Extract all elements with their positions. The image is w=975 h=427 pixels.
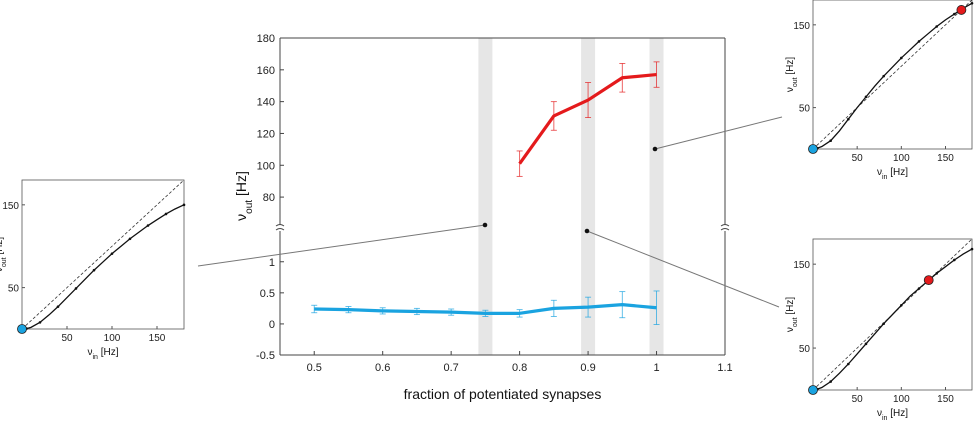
highlight-band-2 bbox=[649, 38, 664, 355]
top-right-inset-y-tick-label-0: 50 bbox=[799, 104, 811, 115]
left-inset-y-tick-label-1: 150 bbox=[2, 201, 19, 212]
highlight-band-1 bbox=[581, 38, 596, 355]
left-inset-curve-point-5 bbox=[56, 305, 60, 308]
bottom-right-inset-y-tick-label-1: 150 bbox=[793, 260, 810, 271]
top-right-inset-x-tick-label-0: 50 bbox=[852, 153, 864, 164]
top-right-inset-chart: 50 100 150 50 150 νin [Hz] νout [Hz] bbox=[785, 0, 974, 181]
left-inset-fixed-point-0 bbox=[17, 324, 27, 334]
bottom-right-inset-curve-point-7 bbox=[864, 342, 868, 346]
left-inset-curve-point-13 bbox=[128, 237, 132, 241]
axis-break-mark-0 bbox=[275, 224, 285, 231]
connector-dot-1 bbox=[652, 146, 658, 152]
x-tick-label-6: 1.1 bbox=[717, 362, 732, 374]
top-right-inset-fixed-point-0 bbox=[808, 144, 818, 154]
top-right-inset-y-tick-label-1: 150 bbox=[793, 21, 810, 32]
y-lower-tick-label-0: -0.5 bbox=[256, 350, 275, 362]
connector-lines bbox=[197, 116, 783, 308]
bottom-right-inset-x-axis-label: νin [Hz] bbox=[877, 408, 908, 422]
left-inset-x-tick-label-0: 50 bbox=[61, 333, 73, 344]
bottom-right-inset-y-tick-label-0: 50 bbox=[799, 344, 811, 355]
bottom-right-inset-identity-line bbox=[812, 238, 973, 391]
left-inset-identity-line bbox=[21, 179, 185, 330]
top-right-inset-x-tick-label-1: 100 bbox=[893, 153, 910, 164]
y-upper-tick-label-3: 140 bbox=[257, 97, 275, 109]
bottom-right-inset-x-tick-label-0: 50 bbox=[852, 394, 864, 405]
bottom-right-inset-curve-point-19 bbox=[970, 247, 974, 251]
left-inset-curve-point-17 bbox=[164, 212, 168, 216]
y-upper-tick-label-0: 80 bbox=[263, 192, 275, 204]
x-axis-label: fraction of potentiated synapses bbox=[404, 386, 602, 402]
bottom-right-inset-x-tick-label-1: 100 bbox=[893, 394, 910, 405]
bottom-right-inset-fixed-point-1 bbox=[923, 275, 934, 286]
x-tick-label-3: 0.8 bbox=[512, 362, 527, 374]
left-inset-x-axis-label: νin [Hz] bbox=[87, 347, 118, 361]
connector-line-1 bbox=[654, 116, 783, 150]
x-tick-label-1: 0.6 bbox=[375, 362, 390, 374]
bottom-right-inset-curve-point-17 bbox=[953, 258, 956, 262]
top-right-inset-curve-point-5 bbox=[847, 117, 850, 121]
series-0-line bbox=[518, 72, 657, 165]
top-right-inset-fixed-point-1 bbox=[956, 5, 967, 15]
bottom-right-inset-transfer-curve bbox=[812, 248, 973, 391]
x-tick-label-2: 0.7 bbox=[444, 362, 459, 374]
y-axis-label: νout [Hz] bbox=[233, 171, 255, 221]
bottom-right-inset-chart: 50 100 150 50 150 νin [Hz] νout [Hz] bbox=[785, 238, 974, 422]
bottom-right-inset-curve-point-11 bbox=[900, 303, 903, 307]
left-inset-x-tick-label-2: 150 bbox=[149, 333, 166, 344]
left-inset-curve-point-19 bbox=[182, 203, 186, 207]
top-right-inset-curve-point-11 bbox=[900, 56, 903, 60]
x-tick-label-5: 1 bbox=[653, 362, 659, 374]
bottom-right-inset-x-tick-label-2: 150 bbox=[937, 394, 954, 405]
y-upper-tick-label-1: 100 bbox=[257, 160, 275, 172]
main-chart: 0.5 0.6 0.7 0.8 0.9 1 1.1 80 100 120 140 160 180 -0.5… bbox=[233, 33, 733, 402]
top-right-inset-curve-point-13 bbox=[917, 40, 921, 43]
axis-break-mark-1 bbox=[720, 224, 730, 231]
bottom-right-inset-curve-point-15 bbox=[935, 272, 938, 275]
left-inset-chart: 50 100 150 50 150 νin [Hz] νout [Hz] bbox=[0, 179, 186, 361]
connector-dot-2 bbox=[584, 228, 590, 234]
top-right-inset-x-axis-label: νin [Hz] bbox=[877, 167, 908, 181]
connector-dot-0 bbox=[482, 222, 488, 228]
bottom-right-inset-curve-point-9 bbox=[882, 322, 885, 326]
top-right-inset-curve-point-15 bbox=[935, 25, 938, 28]
top-right-inset-curve-point-3 bbox=[829, 139, 832, 143]
bottom-right-inset-y-axis-label: νout [Hz] bbox=[785, 297, 799, 333]
connector-line-0 bbox=[197, 224, 486, 267]
left-inset-x-tick-label-1: 100 bbox=[104, 333, 121, 344]
left-inset-curve-point-3 bbox=[38, 321, 42, 324]
left-inset-transfer-curve bbox=[21, 204, 185, 330]
y-lower-tick-label-3: 1 bbox=[269, 257, 275, 269]
left-inset-curve-point-7 bbox=[74, 287, 78, 290]
left-inset-curve-point-11 bbox=[110, 252, 114, 255]
x-tick-label-4: 0.9 bbox=[580, 362, 595, 374]
top-right-inset-curve-point-7 bbox=[864, 95, 868, 99]
left-inset-y-axis-label: νout [Hz] bbox=[0, 237, 8, 273]
series-1-line bbox=[314, 303, 657, 315]
bottom-right-inset-fixed-point-0 bbox=[808, 385, 818, 395]
bottom-right-inset-curve-point-3 bbox=[829, 380, 832, 383]
y-lower-tick-label-2: 0.5 bbox=[260, 288, 275, 300]
left-inset-y-tick-label-0: 50 bbox=[8, 284, 20, 295]
y-upper-tick-label-2: 120 bbox=[257, 128, 275, 140]
top-right-inset-curve-point-17 bbox=[953, 12, 956, 16]
top-right-inset-identity-line bbox=[812, 0, 973, 150]
y-lower-tick-label-1: 0 bbox=[269, 319, 275, 331]
top-right-inset-y-axis-label: νout [Hz] bbox=[785, 57, 799, 93]
top-right-inset-curve-point-19 bbox=[970, 2, 974, 5]
left-inset-curve-point-15 bbox=[146, 224, 150, 227]
connector-line-2 bbox=[586, 230, 780, 308]
top-right-inset-x-tick-label-2: 150 bbox=[937, 153, 954, 164]
top-right-inset-transfer-curve bbox=[812, 2, 973, 150]
y-upper-tick-label-5: 180 bbox=[257, 33, 275, 45]
highlight-band-0 bbox=[478, 38, 493, 355]
top-right-inset-curve-point-9 bbox=[882, 74, 885, 78]
bottom-right-inset-curve-point-5 bbox=[847, 362, 850, 366]
y-upper-tick-label-4: 160 bbox=[257, 65, 275, 77]
x-tick-label-0: 0.5 bbox=[307, 362, 322, 374]
bottom-right-inset-curve-point-13 bbox=[917, 287, 921, 290]
left-inset-curve-point-9 bbox=[92, 268, 96, 272]
